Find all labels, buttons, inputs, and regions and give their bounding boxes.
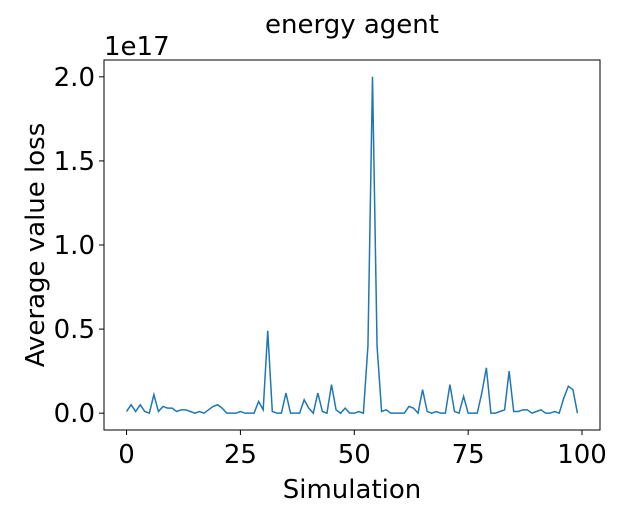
x-tick-label: 0: [118, 440, 135, 470]
x-tick-label: 25: [224, 440, 257, 470]
x-tick-label: 100: [557, 440, 607, 470]
x-tick-label: 50: [338, 440, 371, 470]
y-tick-label: 0.0: [54, 399, 95, 429]
plot-frame: [103, 59, 601, 431]
offset-text: 1e17: [104, 32, 170, 62]
chart-title: energy agent: [265, 10, 439, 40]
y-tick-label: 2.0: [54, 63, 95, 93]
y-axis-label: Average value loss: [21, 123, 51, 368]
data-line: [125, 76, 579, 415]
x-axis-label: Simulation: [283, 475, 422, 505]
y-tick-label: 0.5: [54, 315, 95, 345]
x-tick-label: 75: [452, 440, 485, 470]
y-tick-label: 1.0: [54, 231, 95, 261]
y-tick-label: 1.5: [54, 147, 95, 177]
